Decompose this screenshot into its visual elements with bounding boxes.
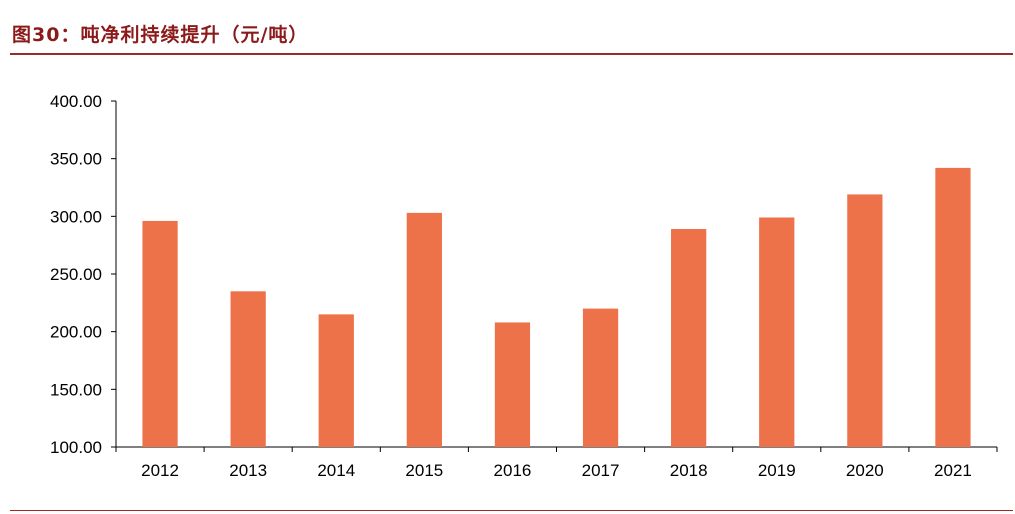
y-tick-label: 100.00 [50, 438, 102, 457]
y-tick-label: 200.00 [50, 323, 102, 342]
x-tick-label: 2019 [758, 461, 796, 480]
bar-2020 [847, 194, 883, 447]
y-tick-label: 250.00 [50, 265, 102, 284]
figure-title: 图30：吨净利持续提升（元/吨） [12, 24, 309, 46]
bar-2021 [935, 167, 971, 448]
bar-2018 [671, 229, 707, 447]
y-tick-label: 150.00 [50, 380, 102, 399]
bar-2017 [582, 308, 619, 447]
x-tick-label: 2014 [317, 461, 355, 480]
x-tick-label: 2020 [846, 461, 884, 480]
y-tick-label: 400.00 [50, 92, 102, 111]
bar-2016 [494, 322, 531, 447]
x-tick-label: 2013 [229, 461, 267, 480]
x-tick-label: 2017 [582, 461, 620, 480]
x-axis: 2012 2013 2014 2015 2016 2017 2018 2019 2020 2021 [115, 446, 998, 480]
x-tick-label: 2012 [141, 461, 179, 480]
x-tick-label: 2018 [670, 461, 708, 480]
bar-2015 [406, 212, 442, 447]
bar-2019 [759, 217, 795, 447]
x-tick-label: 2021 [934, 461, 972, 480]
x-tick-label: 2016 [494, 461, 532, 480]
bar-2012 [142, 220, 178, 447]
bar-2013 [230, 291, 266, 447]
title-divider [10, 53, 1013, 55]
bottom-divider [10, 510, 1013, 511]
bars [142, 167, 971, 448]
y-axis: 100.00 150.00 200.00 250.00 300.00 350.00 400.… [50, 92, 117, 457]
y-tick-label: 300.00 [50, 207, 102, 226]
x-tick-label: 2015 [405, 461, 443, 480]
bar-2014 [318, 314, 354, 447]
y-tick-label: 350.00 [50, 150, 102, 169]
